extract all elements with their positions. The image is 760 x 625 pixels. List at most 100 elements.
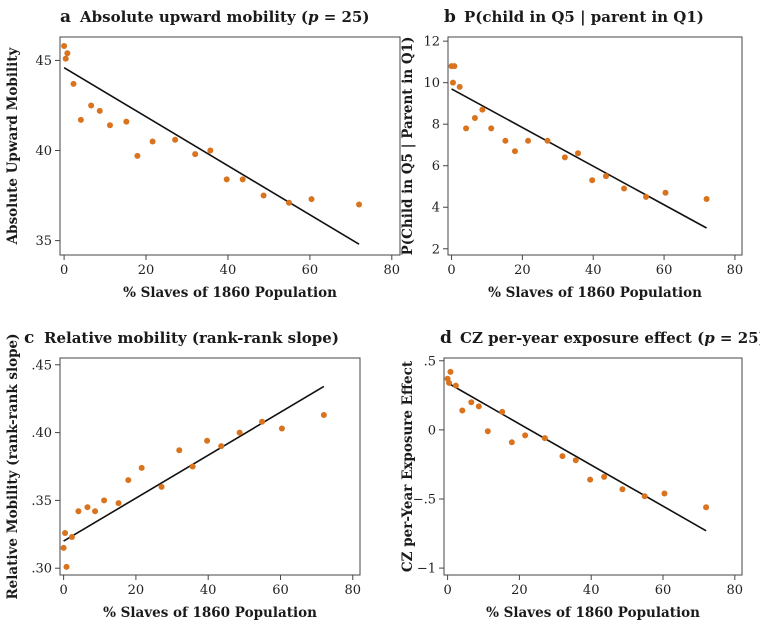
x-tick-label: 20 bbox=[128, 583, 145, 598]
data-point bbox=[463, 125, 470, 132]
data-point bbox=[541, 435, 548, 442]
plot-frame bbox=[59, 36, 401, 256]
data-point bbox=[106, 122, 113, 129]
data-point bbox=[62, 529, 69, 536]
data-point bbox=[479, 106, 486, 113]
y-tick-label: .5 bbox=[424, 354, 436, 369]
data-point bbox=[189, 463, 196, 470]
x-axis-label: % Slaves of 1860 Population bbox=[103, 605, 317, 621]
data-point bbox=[259, 418, 266, 425]
data-point bbox=[641, 493, 648, 500]
x-tick-label: 80 bbox=[384, 263, 401, 278]
fit-line bbox=[63, 66, 360, 245]
y-tick-label: 6 bbox=[432, 159, 440, 174]
x-tick-label: 60 bbox=[302, 263, 319, 278]
data-point bbox=[488, 125, 495, 132]
x-tick-label: 60 bbox=[272, 583, 289, 598]
data-point bbox=[574, 150, 581, 157]
data-point bbox=[134, 152, 141, 159]
y-tick-label: 35 bbox=[35, 234, 52, 249]
y-tick-label: .30 bbox=[31, 562, 52, 577]
y-axis-label: Relative Mobility (rank-rank slope) bbox=[5, 333, 21, 599]
x-tick-label: 0 bbox=[443, 583, 451, 598]
data-point bbox=[643, 193, 650, 200]
data-point bbox=[661, 490, 668, 497]
y-tick-label: 45 bbox=[35, 54, 52, 69]
data-point bbox=[176, 447, 183, 454]
data-point bbox=[459, 407, 466, 414]
x-tick-label: 80 bbox=[344, 583, 361, 598]
data-point bbox=[446, 379, 453, 386]
data-point bbox=[452, 382, 459, 389]
data-point bbox=[60, 544, 67, 551]
data-point bbox=[544, 137, 551, 144]
data-point bbox=[572, 457, 579, 464]
panel-title: Relative mobility (rank-rank slope) bbox=[44, 329, 339, 347]
data-point bbox=[621, 185, 628, 192]
y-tick-label: −.5 bbox=[413, 492, 436, 507]
y-tick-label: 4 bbox=[432, 201, 440, 216]
panel-a: a Absolute upward mobility (p = 25) 0 20 4… bbox=[5, 7, 401, 301]
data-point bbox=[447, 368, 454, 375]
plot-frame bbox=[447, 36, 743, 256]
x-tick-label: 0 bbox=[59, 583, 67, 598]
data-point bbox=[92, 508, 99, 515]
y-tick-label: .40 bbox=[31, 426, 52, 441]
data-point bbox=[115, 500, 122, 507]
x-axis-label: % Slaves of 1860 Population bbox=[488, 285, 702, 301]
plot-frame bbox=[59, 357, 361, 576]
data-point bbox=[511, 148, 518, 155]
x-tick-label: 80 bbox=[727, 583, 744, 598]
data-point bbox=[308, 196, 315, 203]
x-tick-label: 40 bbox=[200, 583, 217, 598]
data-point bbox=[499, 408, 506, 415]
data-point bbox=[123, 118, 130, 125]
y-tick-label: .45 bbox=[31, 358, 52, 373]
x-tick-label: 0 bbox=[60, 263, 68, 278]
y-tick-label: 8 bbox=[432, 118, 440, 133]
data-point bbox=[138, 464, 145, 471]
data-point bbox=[356, 201, 363, 208]
data-point bbox=[587, 476, 594, 483]
data-point bbox=[561, 154, 568, 161]
data-point bbox=[207, 147, 214, 154]
data-point bbox=[88, 102, 95, 109]
panel-letter: c bbox=[24, 328, 34, 348]
data-point bbox=[62, 55, 69, 62]
y-tick-label: 2 bbox=[432, 242, 440, 257]
data-point bbox=[63, 563, 70, 570]
data-point bbox=[223, 176, 230, 183]
x-tick-label: 60 bbox=[656, 263, 673, 278]
data-point bbox=[602, 173, 609, 180]
data-point bbox=[471, 114, 478, 121]
y-tick-label: 10 bbox=[423, 76, 440, 91]
x-tick-label: 20 bbox=[511, 583, 528, 598]
data-point bbox=[172, 136, 179, 143]
y-tick-label: −1 bbox=[417, 562, 436, 577]
y-axis-label: Absolute Upward Mobility bbox=[5, 47, 21, 246]
data-point bbox=[75, 508, 82, 515]
data-point bbox=[61, 43, 68, 50]
panel-b: b P(child in Q5 | parent in Q1) 0 20 40 60 8… bbox=[400, 7, 743, 301]
panel-title: P(child in Q5 | parent in Q1) bbox=[464, 8, 704, 26]
y-tick-label: 40 bbox=[35, 144, 52, 159]
panel-letter: d bbox=[440, 328, 452, 348]
data-point bbox=[77, 116, 84, 123]
data-point bbox=[484, 428, 491, 435]
data-point bbox=[619, 486, 626, 493]
data-point bbox=[70, 80, 77, 87]
plot-frame bbox=[443, 357, 743, 576]
data-point bbox=[456, 83, 463, 90]
data-point bbox=[101, 497, 108, 504]
data-point bbox=[125, 477, 132, 484]
x-tick-label: 40 bbox=[585, 263, 602, 278]
y-axis-label: P(Child in Q5 | Parent in Q1) bbox=[400, 37, 416, 256]
data-point bbox=[68, 534, 75, 541]
data-point bbox=[468, 399, 475, 406]
x-tick-label: 20 bbox=[514, 263, 531, 278]
data-point bbox=[278, 425, 285, 432]
data-point bbox=[158, 483, 165, 490]
data-point bbox=[508, 439, 515, 446]
data-point bbox=[525, 137, 532, 144]
